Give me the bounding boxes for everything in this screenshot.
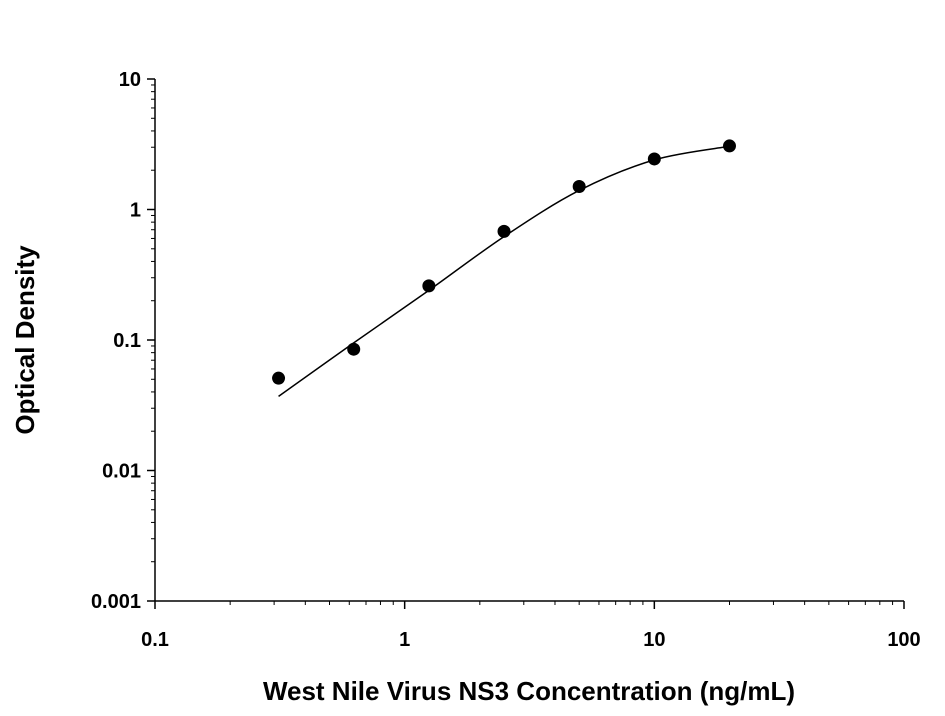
y-tick-label: 0.001 (91, 591, 141, 613)
data-point (647, 152, 661, 166)
y-tick-label: 1 (130, 200, 141, 222)
x-tick-label: 0.1 (141, 629, 169, 651)
data-point (572, 180, 586, 194)
fit-curve (278, 145, 730, 397)
x-tick-label: 100 (887, 629, 920, 651)
axes (154, 79, 904, 602)
ticks: 0.001 0.01 0.1 1 10 0.1 1 10 100 (91, 69, 921, 651)
data-point (347, 342, 361, 356)
data-point (422, 279, 436, 293)
x-tick-label: 1 (399, 629, 410, 651)
y-axis-title: Optical Density (10, 245, 40, 435)
y-tick-label: 0.1 (113, 330, 141, 352)
y-tick-label: 10 (119, 69, 141, 91)
x-axis-title: West Nile Virus NS3 Concentration (ng/mL… (263, 676, 795, 706)
x-tick-label: 10 (643, 629, 665, 651)
data-point (722, 139, 736, 153)
y-tick-label: 0.01 (102, 461, 141, 483)
data-point (497, 224, 511, 238)
data-points (272, 139, 736, 385)
data-point (272, 371, 286, 385)
